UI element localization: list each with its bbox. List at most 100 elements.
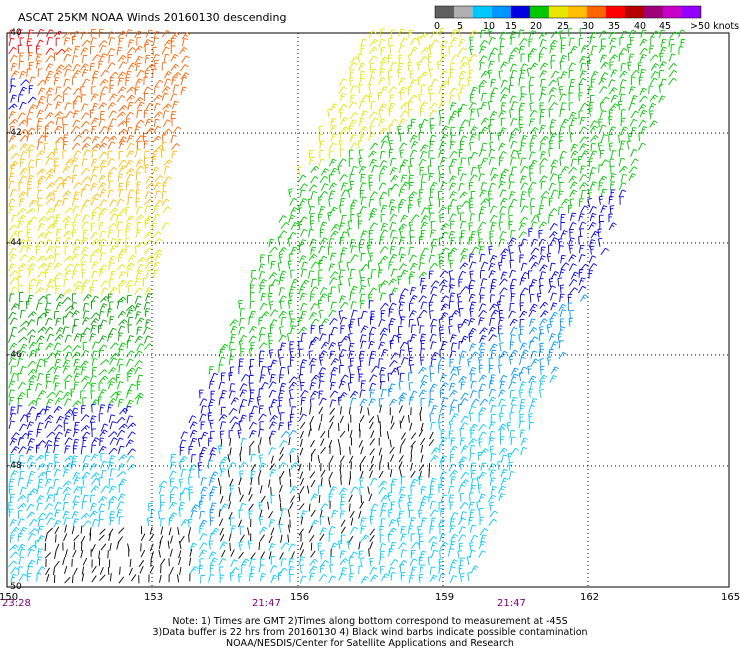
wind-barb (154, 175, 164, 182)
wind-barb (8, 37, 15, 47)
wind-barb (53, 262, 62, 270)
wind-barb (99, 165, 107, 174)
wind-barb (80, 333, 86, 342)
wind-barb (37, 232, 46, 240)
wind-barb (107, 62, 116, 70)
wind-barb (27, 188, 32, 197)
wind-barb (109, 207, 119, 215)
wind-barb (19, 129, 29, 136)
wind-barb (72, 344, 81, 352)
wind-barb (44, 103, 53, 112)
wind-barb (63, 288, 73, 296)
wind-barb (90, 117, 99, 125)
wind-barb (143, 39, 152, 47)
wind-barb (27, 255, 37, 263)
wind-barb (64, 334, 72, 343)
wind-barb (136, 257, 146, 264)
wind-barb (54, 176, 64, 184)
wind-barb (62, 297, 72, 304)
wind-barb (89, 286, 95, 296)
wind-barb (54, 199, 63, 208)
wind-barb (44, 239, 53, 247)
wind-barb (143, 76, 149, 86)
scale-swatch (549, 6, 568, 18)
wind-barb (98, 221, 105, 231)
wind-barb (82, 310, 90, 319)
wind-barb (27, 44, 33, 54)
wind-barb (43, 142, 49, 152)
wind-barb (80, 253, 89, 262)
wind-barb (81, 221, 89, 230)
wind-barb (145, 29, 153, 38)
wind-barb (73, 358, 80, 368)
wind-barb (55, 301, 64, 310)
wind-barb (143, 109, 149, 119)
wind-barb (127, 47, 136, 54)
wind-barb (56, 293, 65, 302)
wind-barb (99, 230, 107, 239)
wind-barb (35, 246, 41, 255)
wind-barb (117, 325, 126, 334)
wind-barb (54, 111, 64, 118)
wind-barb (99, 188, 107, 198)
wind-barb (9, 293, 15, 302)
wind-barb (64, 207, 74, 215)
wind-barb (82, 317, 90, 325)
wind-barb (46, 278, 55, 287)
wind-barb (135, 198, 141, 207)
wind-barb (17, 94, 24, 103)
wind-barb (116, 214, 122, 224)
wind-barb (116, 358, 124, 367)
wind-barb (8, 110, 16, 120)
wind-barb (143, 150, 150, 160)
wind-barb (17, 214, 27, 222)
wind-barb (100, 280, 109, 288)
wind-barb (98, 60, 104, 70)
wind-barb (126, 309, 134, 318)
wind-barb (171, 150, 178, 159)
scale-swatch (454, 6, 473, 18)
wind-barb (136, 101, 145, 110)
wind-barb (55, 182, 65, 190)
wind-barb (45, 326, 54, 335)
wind-swaths (8, 27, 686, 584)
wind-barb (89, 333, 96, 342)
wind-barb (127, 196, 133, 206)
wind-barb (91, 358, 98, 367)
wind-barb (90, 29, 96, 38)
wind-barb (126, 150, 135, 158)
wind-barb (53, 365, 62, 374)
wind-barb (116, 198, 125, 207)
wind-barb (19, 365, 27, 375)
wind-barb (8, 263, 16, 272)
wind-barb (98, 175, 106, 183)
wind-barb (180, 64, 189, 72)
wind-barb (118, 136, 127, 144)
wind-barb (54, 350, 62, 359)
wind-barb (99, 252, 106, 261)
wind-barb (27, 360, 36, 368)
wind-barb (428, 469, 430, 478)
wind-barb (134, 55, 143, 64)
wind-barb (47, 352, 56, 360)
wind-barb (36, 317, 43, 326)
wind-barb (134, 335, 143, 344)
wind-barb (161, 191, 167, 200)
wind-barb (91, 300, 96, 310)
wind-barb (64, 270, 72, 279)
wind-barb (37, 180, 43, 189)
wind-barb (55, 86, 62, 95)
wind-barb (90, 318, 99, 326)
wind-barb (28, 149, 34, 158)
wind-barb (37, 117, 44, 127)
scale-swatch (435, 6, 454, 18)
wind-barb (135, 245, 140, 255)
wind-barb (37, 271, 46, 279)
wind-barb (170, 63, 180, 72)
wind-barb (91, 341, 100, 350)
wind-barb (135, 78, 143, 87)
wind-barb (17, 284, 24, 294)
wind-barb (126, 350, 135, 358)
wind-barb (27, 181, 33, 190)
wind-barb (144, 191, 152, 200)
